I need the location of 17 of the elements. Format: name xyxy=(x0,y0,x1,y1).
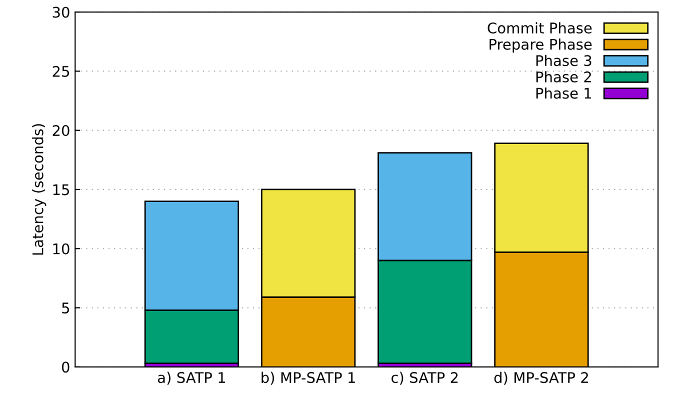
x-tick-label: b) MP-SATP 1 xyxy=(262,372,355,385)
y-tick-label: 15 xyxy=(53,184,70,196)
y-tick-label: 30 xyxy=(52,6,70,18)
y-tick-label: 0 xyxy=(62,362,70,373)
x-tick-label: c) SATP 2 xyxy=(392,372,458,385)
legend-label: Phase 3 xyxy=(536,54,592,66)
y-tick-label: 10 xyxy=(53,243,70,254)
legend-label: Commit Phase xyxy=(488,22,592,34)
y-axis-title: Latency (seconds) xyxy=(32,124,46,255)
legend-label: Phase 1 xyxy=(536,87,592,99)
x-tick-label: d) MP-SATP 2 xyxy=(494,372,588,385)
y-tick-label: 20 xyxy=(52,125,70,136)
legend-label: Prepare Phase xyxy=(490,38,592,53)
x-tick-label: a) SATP 1 xyxy=(158,372,226,385)
legend-label: Phase 2 xyxy=(536,71,591,82)
y-tick-label: 25 xyxy=(52,66,70,77)
y-tick-label: 5 xyxy=(62,302,70,314)
